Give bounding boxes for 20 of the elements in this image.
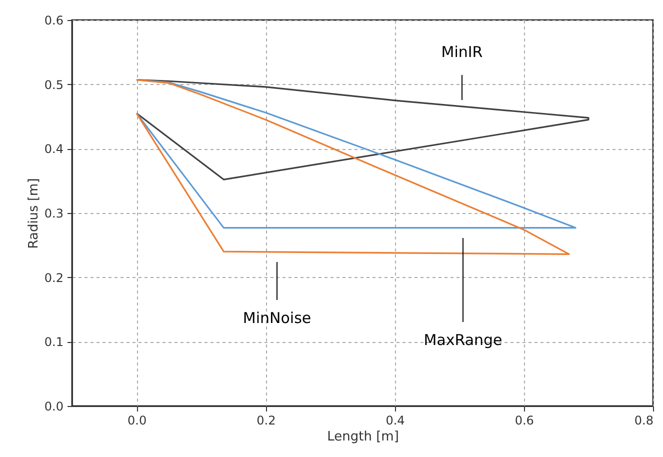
y-tick-label: 0.4 [44,142,64,156]
y-tick-label: 0.1 [44,335,64,350]
line-series [136,79,570,255]
x-tick-label: 0.6 [514,414,534,428]
y-axis-title: Radius [m] [26,178,42,249]
line-series [136,79,590,180]
y-tick-label: 0.2 [44,270,64,285]
y-tick-label: 0.5 [44,78,64,92]
y-tick-label: 0.0 [44,400,64,414]
annotation: MaxRange [424,331,502,349]
annotation: MinNoise [242,309,312,327]
x-tick-label: 0.0 [128,414,147,428]
x-tick-label: 0.8 [634,414,654,428]
x-axis-title: Length [m] [327,430,399,444]
y-tick-label: 0.3 [44,206,64,220]
y-tick-label: 0.6 [44,14,64,28]
x-tick-label: 0.2 [256,414,276,428]
line-series [136,79,576,229]
x-tick-label: 0.4 [386,414,405,428]
annotation: MinIR [441,43,483,61]
